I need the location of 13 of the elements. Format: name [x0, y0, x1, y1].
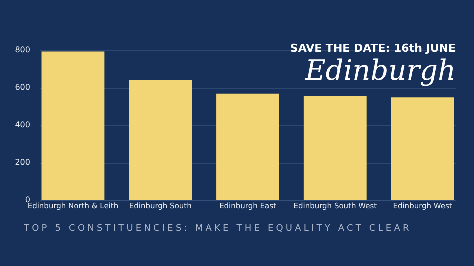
bar [391, 98, 454, 200]
y-tick-label: 400 [15, 120, 30, 130]
y-tick-label: 600 [15, 83, 30, 92]
chart-title: SAVE THE DATE: 16th JUNE [290, 42, 456, 55]
bar [42, 52, 105, 200]
bar [304, 96, 367, 200]
chart-subtitle: Edinburgh [304, 54, 456, 87]
bar [129, 80, 192, 200]
text: TOP 5 CONSTITUENCIES: MAKE THE EQUALITY ACT CLEAR [24, 224, 412, 234]
y-tick-label: 200 [15, 158, 30, 167]
y-tick-label: 0 [25, 196, 30, 204]
bar [216, 94, 280, 200]
y-tick-label: 800 [15, 46, 30, 54]
